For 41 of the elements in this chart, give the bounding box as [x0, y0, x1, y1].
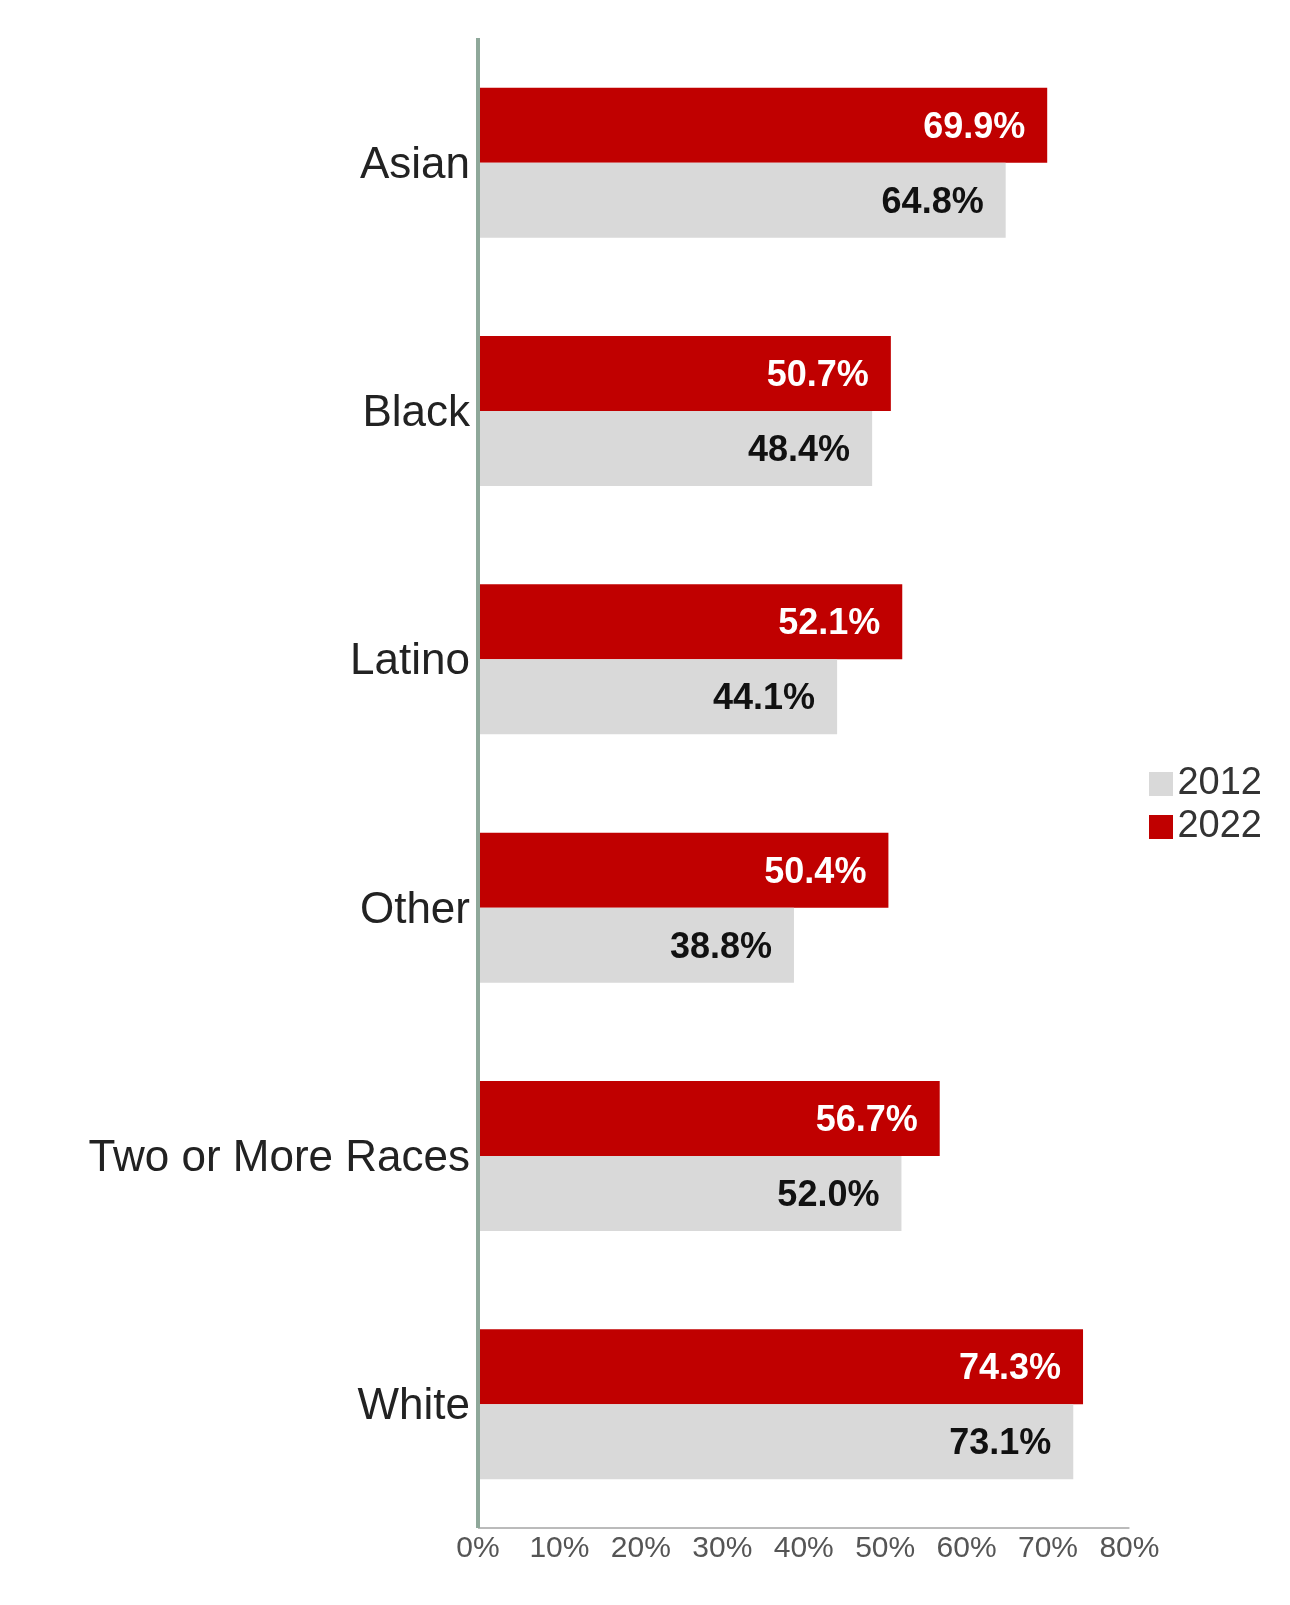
data-label: 52.0% — [777, 1173, 880, 1214]
data-label: 64.8% — [881, 179, 984, 221]
data-label: 74.3% — [958, 1346, 1062, 1388]
x-tick-label: 70% — [1018, 1530, 1079, 1564]
data-label: 56.7% — [815, 1098, 918, 1139]
bar — [478, 907, 794, 983]
data-label: 44.1% — [713, 676, 816, 718]
data-label: 38.8% — [669, 924, 772, 966]
y-tick-label: Two or More Races — [88, 1131, 470, 1181]
bar — [478, 584, 903, 660]
legend-label: 2012 — [1177, 760, 1262, 802]
bar — [478, 1404, 1074, 1480]
data-label: 73.1% — [949, 1421, 1052, 1463]
x-tick-label: 0% — [456, 1530, 500, 1564]
x-tick-label: 50% — [855, 1530, 916, 1564]
data-label: 50.7% — [766, 353, 869, 394]
bar — [478, 659, 838, 735]
bar — [478, 1329, 1084, 1405]
y-tick-label: Black — [362, 386, 471, 436]
x-tick-label: 10% — [529, 1530, 590, 1564]
bar — [478, 162, 1006, 238]
data-label: 52.1% — [778, 601, 881, 643]
x-tick-label: 60% — [936, 1530, 997, 1564]
bar — [478, 832, 889, 908]
y-tick-label: Other — [359, 882, 470, 932]
y-tick-label: White — [357, 1379, 470, 1429]
legend-label: 2022 — [1177, 803, 1262, 845]
x-tick-label: 40% — [773, 1530, 834, 1564]
data-label: 50.4% — [764, 849, 867, 891]
x-tick-label: 30% — [692, 1530, 753, 1564]
bar — [478, 1081, 940, 1156]
bar — [478, 336, 891, 411]
data-label: 48.4% — [748, 428, 851, 469]
bar — [478, 87, 1048, 163]
bar — [478, 1156, 902, 1231]
x-tick-label: 20% — [610, 1530, 671, 1564]
y-tick-label: Latino — [350, 634, 470, 684]
x-tick-label: 80% — [1099, 1530, 1160, 1564]
data-label: 69.9% — [923, 104, 1026, 146]
bar — [478, 411, 873, 486]
y-tick-label: Asian — [359, 137, 470, 187]
